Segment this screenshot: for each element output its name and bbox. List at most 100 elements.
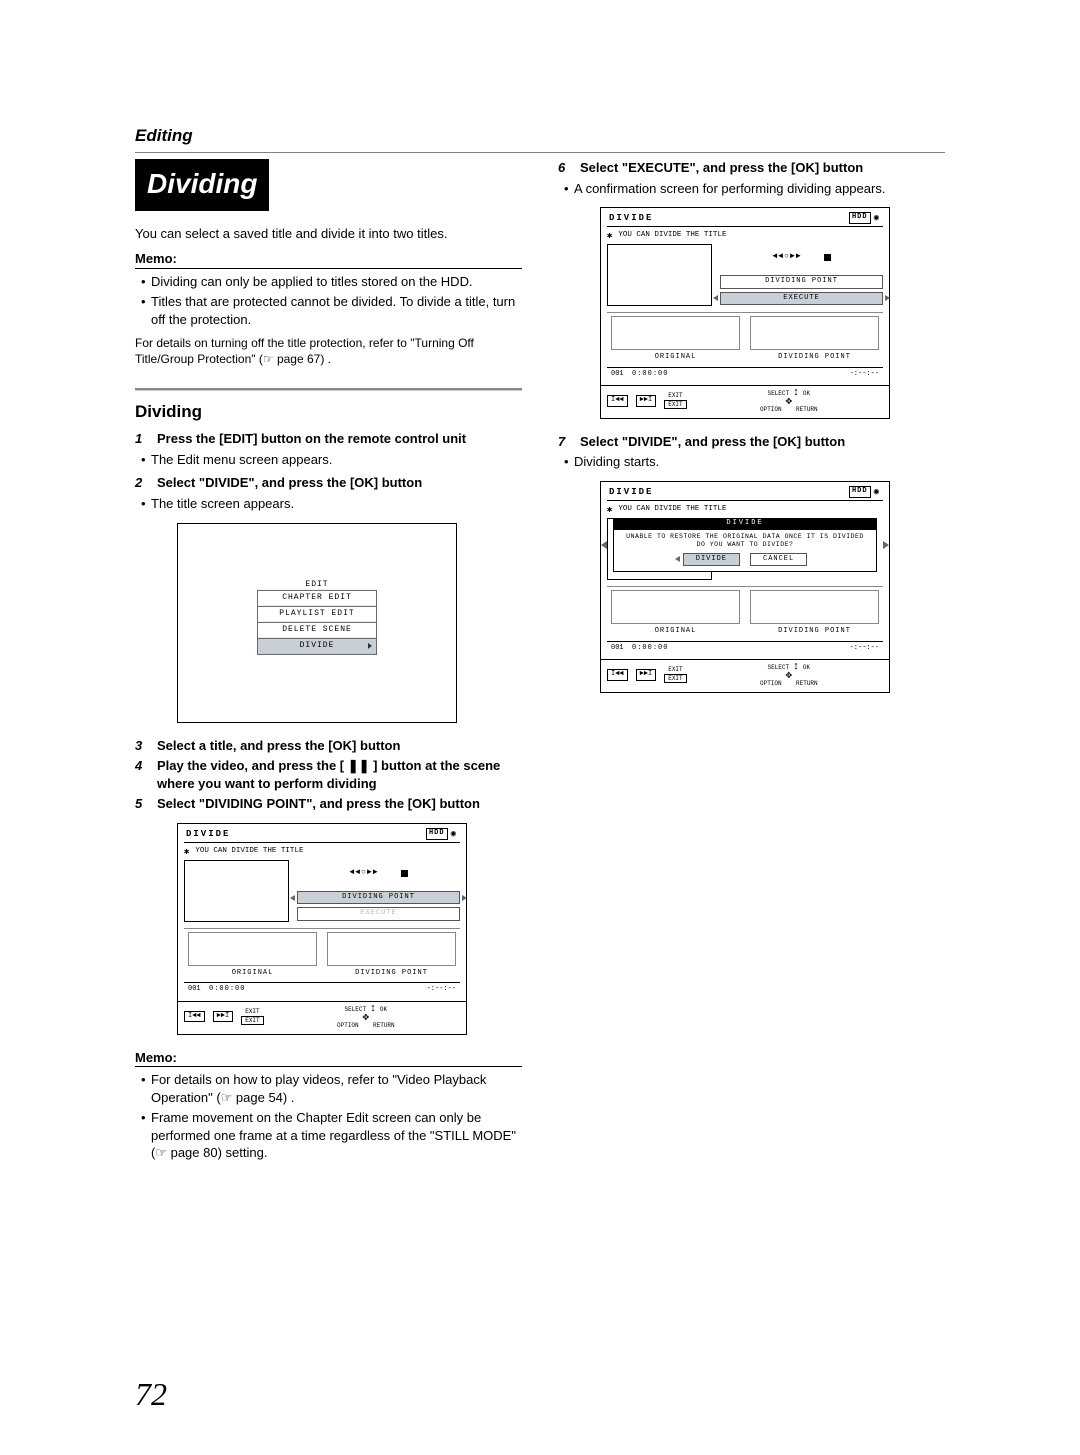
divide-screenshot-execute: DIVIDE HDD ◉ ✱ YOU CAN DIVIDE THE TITLE [600, 207, 890, 419]
prev-button[interactable]: I◄◄ [184, 1011, 205, 1022]
divide-screenshot-point: DIVIDE HDD ◉ ✱ YOU CAN DIVIDE THE TITLE [177, 823, 467, 1035]
edit-menu-screenshot: EDIT CHAPTER EDIT PLAYLIST EDIT DELETE S… [177, 523, 457, 723]
edit-menu-item[interactable]: PLAYLIST EDIT [257, 606, 377, 623]
memo-note: For details on turning off the title pro… [135, 335, 522, 367]
thumb-label: ORIGINAL [188, 969, 317, 978]
thumb-label: DIVIDING POINT [327, 969, 456, 978]
sub-divider [135, 388, 522, 391]
stop-icon[interactable] [401, 870, 408, 877]
prev-button[interactable]: I◄◄ [607, 669, 628, 680]
exit-label-top: EXIT [241, 1008, 263, 1016]
section-header: Editing [135, 126, 945, 146]
disc-icon: ◉ [874, 486, 881, 498]
memo-item: Titles that are protected cannot be divi… [141, 293, 522, 328]
disc-icon: ◉ [451, 828, 458, 840]
memo-item: For details on how to play videos, refer… [141, 1071, 522, 1106]
star-icon: ✱ [184, 846, 189, 858]
preview-pane [607, 244, 712, 306]
sub-heading: Dividing [135, 401, 522, 424]
divide-title: DIVIDE [609, 486, 653, 498]
exit-label-top: EXIT [664, 392, 686, 400]
next-button[interactable]: ►►I [636, 395, 657, 406]
dialog-divide-button[interactable]: DIVIDE [683, 553, 740, 566]
dialog-cancel-button[interactable]: CANCEL [750, 553, 807, 566]
thumb-label: DIVIDING POINT [750, 627, 879, 636]
next-button[interactable]: ►►I [636, 669, 657, 680]
hdd-badge: HDD [426, 828, 448, 839]
dividing-point-button[interactable]: DIVIDING POINT [720, 275, 883, 288]
confirm-dialog: DIVIDE UNABLE TO RESTORE THE ORIGINAL DA… [613, 518, 877, 572]
hdd-badge: HDD [849, 212, 871, 223]
right-column: 6 Select "EXECUTE", and press the [OK] b… [558, 159, 945, 1168]
stop-icon[interactable] [824, 254, 831, 261]
divide-screenshot-confirm: DIVIDE HDD ◉ ✱ YOU CAN DIVIDE THE TITLE [600, 481, 890, 693]
thumb-point [750, 316, 879, 350]
prev-button[interactable]: I◄◄ [607, 395, 628, 406]
thumb-original [611, 316, 740, 350]
step-sub: The Edit menu screen appears. [141, 451, 522, 469]
disc-icon: ◉ [874, 212, 881, 224]
time-prefix: 001 [188, 985, 201, 993]
step: 1 Press the [EDIT] button on the remote … [135, 430, 522, 448]
transport-icon[interactable]: ◄◄○►► [772, 252, 801, 263]
nav-hints: SELECT ↕ OK ✥ OPTION RETURN [272, 1005, 460, 1029]
divide-hint: YOU CAN DIVIDE THE TITLE [618, 504, 726, 514]
thumb-time: -:--:-- [427, 985, 456, 994]
edit-menu-item[interactable]: DELETE SCENE [257, 622, 377, 639]
step-number: 2 [135, 474, 149, 492]
step-number: 5 [135, 795, 149, 813]
nav-hints: SELECT ↕ OK ✥ OPTION RETURN [695, 389, 883, 413]
memo-header: Memo: [135, 250, 522, 269]
memo-item: Dividing can only be applied to titles s… [141, 273, 522, 291]
hdd-badge: HDD [849, 486, 871, 497]
time-counter: 0:00:00 [632, 644, 668, 652]
step-sub: The title screen appears. [141, 495, 522, 513]
step-text: Select a title, and press the [OK] butto… [157, 737, 400, 755]
thumb-time: -:--:-- [850, 370, 879, 379]
step-sub: Dividing starts. [564, 453, 945, 471]
transport-icon[interactable]: ◄◄○►► [349, 868, 378, 879]
step-text: Play the video, and press the [ ❚❚ ] but… [157, 757, 522, 792]
thumb-original [611, 590, 740, 624]
thumb-label: ORIGINAL [611, 627, 740, 636]
step-text: Select "DIVIDE", and press the [OK] butt… [580, 433, 845, 451]
exit-button[interactable]: EXIT [664, 400, 686, 409]
step-number: 6 [558, 159, 572, 177]
dividing-point-button[interactable]: DIVIDING POINT [297, 891, 460, 904]
step: 2 Select "DIVIDE", and press the [OK] bu… [135, 474, 522, 492]
edit-menu-item-selected[interactable]: DIVIDE [257, 638, 377, 655]
next-button[interactable]: ►►I [213, 1011, 234, 1022]
dialog-arrow-right-icon [883, 541, 889, 549]
step-text: Select "DIVIDE", and press the [OK] butt… [157, 474, 422, 492]
dialog-title: DIVIDE [613, 518, 877, 529]
execute-button[interactable]: EXECUTE [720, 292, 883, 305]
exit-label-top: EXIT [664, 666, 686, 674]
step-number: 7 [558, 433, 572, 451]
step-text: Select "EXECUTE", and press the [OK] but… [580, 159, 863, 177]
edit-menu-item[interactable]: CHAPTER EDIT [257, 590, 377, 607]
step-number: 1 [135, 430, 149, 448]
time-prefix: 001 [611, 370, 624, 378]
exit-button[interactable]: EXIT [241, 1016, 263, 1025]
step-text: Press the [EDIT] button on the remote co… [157, 430, 466, 448]
thumb-label: DIVIDING POINT [750, 353, 879, 362]
edit-menu: EDIT CHAPTER EDIT PLAYLIST EDIT DELETE S… [257, 579, 377, 655]
divide-hint: YOU CAN DIVIDE THE TITLE [618, 230, 726, 240]
star-icon: ✱ [607, 504, 612, 516]
step-sub: A confirmation screen for performing div… [564, 180, 945, 198]
dialog-message: UNABLE TO RESTORE THE ORIGINAL DATA ONCE… [618, 533, 872, 550]
thumb-label: ORIGINAL [611, 353, 740, 362]
thumb-point [327, 932, 456, 966]
intro-text: You can select a saved title and divide … [135, 225, 522, 243]
page-number: 72 [135, 1376, 167, 1413]
time-prefix: 001 [611, 644, 624, 652]
thumb-point [750, 590, 879, 624]
preview-pane [184, 860, 289, 922]
time-counter: 0:00:00 [632, 370, 668, 378]
time-counter: 0:00:00 [209, 985, 245, 993]
step-text: Select "DIVIDING POINT", and press the [… [157, 795, 480, 813]
execute-button[interactable]: EXECUTE [297, 907, 460, 920]
thumb-time: -:--:-- [850, 644, 879, 653]
exit-button[interactable]: EXIT [664, 674, 686, 683]
divide-title: DIVIDE [186, 828, 230, 840]
